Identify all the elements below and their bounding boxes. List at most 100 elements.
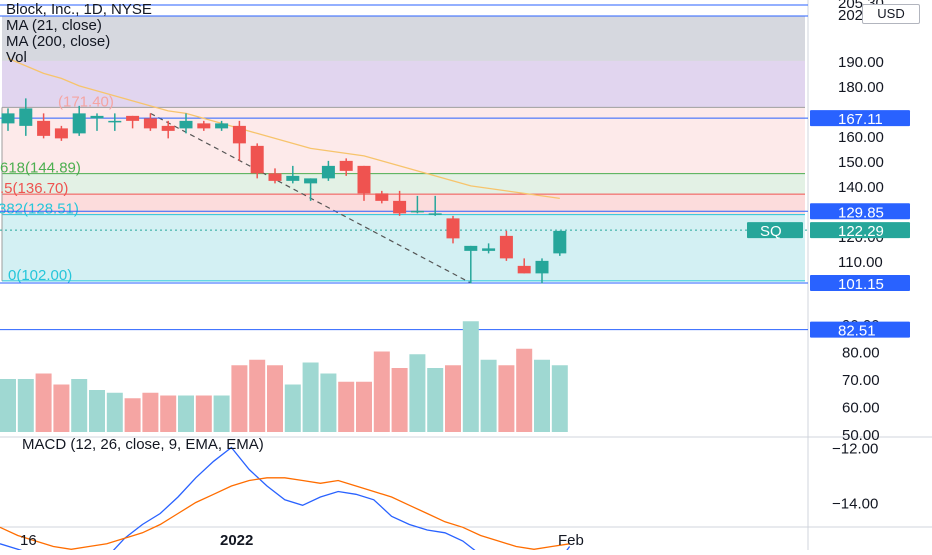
price-tick-label: 160.00 — [838, 129, 884, 146]
symbol-tag[interactable] — [747, 222, 803, 239]
fib-level-label: 618(144.89) — [0, 160, 81, 177]
volume-bar — [160, 395, 177, 432]
volume-tick-label: 60.00 — [842, 400, 880, 417]
last-price-tag[interactable] — [810, 222, 910, 239]
price-tag-label: 101.15 — [838, 276, 884, 293]
candle-body — [286, 175, 300, 181]
price-tick-label: 140.00 — [838, 179, 884, 196]
volume-bar — [498, 365, 515, 432]
candle-body — [357, 165, 371, 194]
volume-bar — [106, 392, 123, 432]
candle-body — [250, 145, 264, 174]
candle-body — [197, 123, 211, 129]
volume-bar — [320, 373, 337, 432]
price-tag-label: 167.11 — [838, 111, 883, 128]
price-tag[interactable] — [810, 275, 910, 291]
candle-body — [321, 165, 335, 179]
volume-tick-label: 70.00 — [842, 372, 880, 389]
candle-body — [428, 213, 442, 215]
volume-bar — [391, 368, 408, 432]
price-tick-label: 190.00 — [838, 54, 884, 71]
currency-button[interactable]: USD — [862, 4, 920, 24]
volume-bar — [17, 379, 34, 432]
ma21-legend[interactable]: MA (21, close) — [6, 17, 102, 34]
volume-bar — [71, 379, 88, 432]
price-tick-label: 180.00 — [838, 79, 884, 96]
fib-band — [2, 214, 805, 281]
symbol-tag-label: SQ — [760, 223, 782, 240]
candle-body — [535, 260, 549, 274]
candle-body — [517, 265, 531, 274]
macd-line — [0, 446, 571, 555]
candle-body — [268, 173, 282, 181]
volume-bar — [427, 368, 444, 432]
last-price-tag-label: 122.29 — [838, 223, 884, 240]
time-tick-label: Feb — [558, 532, 584, 549]
volume-bar — [551, 365, 568, 432]
price-tick-label: 150.00 — [838, 154, 884, 171]
time-tick-label: 2022 — [220, 532, 253, 549]
candle-body — [72, 113, 86, 134]
fib-band — [2, 60, 805, 108]
volume-bar — [338, 381, 355, 432]
candle-body — [19, 108, 33, 126]
volume-bar — [213, 395, 230, 432]
volume-bar — [178, 395, 194, 432]
fib-level-label: 382(128.51) — [0, 201, 79, 218]
volume-bar — [267, 365, 283, 432]
volume-bar — [462, 321, 479, 432]
price-tick-label: 110.00 — [838, 254, 883, 271]
fib-band — [2, 107, 805, 174]
candle-body — [126, 115, 140, 121]
macd-legend[interactable]: MACD (12, 26, close, 9, EMA, EMA) — [22, 436, 264, 453]
candle-body — [161, 125, 175, 131]
candle-body — [215, 123, 229, 129]
price-tag[interactable] — [810, 321, 910, 338]
candle-body — [499, 235, 513, 259]
candle-body — [143, 118, 157, 129]
price-tag-label: 82.51 — [838, 323, 876, 340]
volume-bar — [249, 359, 266, 432]
volume-bar — [480, 359, 497, 432]
candle-body — [339, 160, 353, 171]
volume-bar — [195, 395, 212, 432]
price-tag[interactable] — [810, 203, 910, 220]
macd-tick-label: −14.00 — [832, 496, 878, 513]
candle-body — [179, 120, 193, 129]
volume-bar — [373, 351, 390, 432]
volume-bar — [53, 384, 70, 432]
volume-bar — [516, 348, 533, 432]
candle-body — [553, 230, 567, 254]
volume-bar — [356, 381, 372, 432]
volume-bar — [284, 384, 301, 432]
fib-band — [2, 173, 805, 195]
candle-body — [410, 210, 424, 213]
volume-bar — [89, 390, 105, 432]
candle-body — [375, 193, 389, 201]
volume-bar — [231, 365, 248, 432]
candle-body — [1, 113, 15, 124]
time-tick-label: 16 — [20, 532, 37, 549]
candle-body — [90, 115, 104, 119]
volume-bar — [0, 379, 16, 432]
candle-body — [446, 218, 460, 239]
volume-legend[interactable]: Vol — [6, 49, 27, 66]
volume-bar — [124, 398, 141, 432]
candle-body — [304, 178, 318, 184]
chart-legend: Block, Inc., 1D, NYSE MA (21, close) MA … — [6, 2, 152, 66]
volume-bar — [534, 359, 550, 432]
fib-level-label: (171.40) — [58, 93, 114, 110]
fib-level-label: .5(136.70) — [0, 180, 68, 197]
symbol-title[interactable]: Block, Inc., 1D, NYSE — [6, 1, 152, 18]
volume-bar — [142, 392, 159, 432]
volume-bar — [445, 365, 461, 432]
ma200-legend[interactable]: MA (200, close) — [6, 33, 111, 50]
volume-bar — [409, 354, 426, 432]
candle-body — [464, 245, 478, 251]
signal-line — [0, 477, 570, 550]
candle-body — [37, 120, 51, 136]
ma200-line — [7, 57, 560, 200]
price-tag[interactable] — [810, 110, 910, 127]
